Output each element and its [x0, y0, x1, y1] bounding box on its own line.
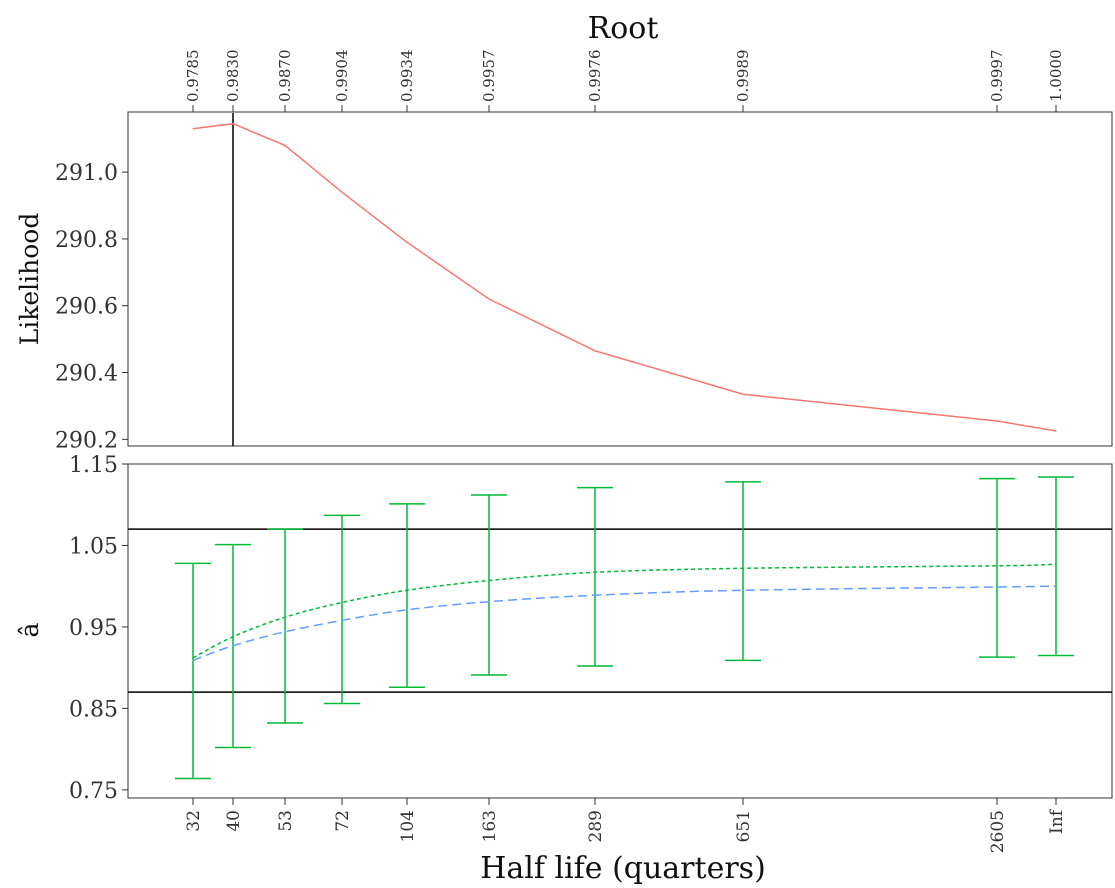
likelihood-point — [341, 191, 343, 193]
half-life-tick-label: 163 — [480, 810, 500, 842]
half-life-tick-label: 651 — [734, 810, 754, 842]
root-tick-label: 0.9976 — [586, 50, 604, 103]
a-hat-point — [284, 631, 286, 633]
a-hat-point — [742, 567, 744, 569]
top-axis-title: Root — [588, 11, 659, 46]
likelihood-series-line — [192, 122, 1057, 432]
a-hat-point — [192, 657, 194, 659]
root-tick-label: 0.9830 — [224, 50, 242, 103]
a-hat-y-tick-label: 1.05 — [69, 534, 118, 559]
a-hat-y-tick-label: 1.15 — [69, 453, 118, 478]
likelihood-y-tick-label: 290.8 — [55, 228, 118, 253]
a-hat-point — [1055, 563, 1057, 565]
a-hat-dashed-series-line — [192, 585, 1057, 662]
a-hat-point — [742, 589, 744, 591]
a-hat-point — [594, 594, 596, 596]
likelihood-y-tick-label: 290.6 — [55, 295, 118, 320]
half-life-tick-label: 32 — [184, 810, 204, 832]
half-life-tick-label: 72 — [333, 810, 353, 832]
likelihood-point — [1055, 430, 1057, 432]
root-tick-label: 0.9904 — [333, 50, 351, 103]
a-hat-point — [341, 619, 343, 622]
root-tick-label: 0.9934 — [398, 50, 416, 103]
a-hat-point — [284, 616, 286, 618]
half-life-tick-label: 53 — [276, 810, 296, 832]
likelihood-point — [996, 420, 998, 422]
likelihood-y-axis-title: Likelihood — [15, 213, 44, 346]
half-life-tick-label: 104 — [398, 810, 418, 842]
likelihood-panel — [127, 111, 1113, 447]
a-hat-point — [996, 586, 998, 588]
root-tick-label: 0.9785 — [184, 50, 202, 103]
x-axis-title: Half life (quarters) — [480, 851, 766, 886]
a-hat-panel — [127, 463, 1113, 799]
a-hat-y-tick-label: 0.85 — [69, 697, 118, 722]
likelihood-point — [192, 128, 194, 130]
likelihood-point — [232, 123, 234, 125]
root-tick-label: 0.9989 — [734, 50, 752, 103]
likelihood-point — [594, 350, 596, 352]
likelihood-point — [406, 241, 408, 243]
half-life-tick-label: 40 — [224, 810, 244, 832]
likelihood-point — [284, 144, 286, 146]
root-tick-label: 0.9997 — [988, 50, 1006, 103]
root-tick-label: 0.9870 — [276, 50, 294, 103]
a-hat-y-axis-title: â — [15, 622, 44, 637]
a-hat-y-tick-label: 0.95 — [69, 616, 118, 641]
root-tick-label: 1.0000 — [1047, 50, 1065, 103]
likelihood-y-tick-label: 291.0 — [55, 161, 118, 186]
likelihood-y-tick-label: 290.4 — [55, 362, 118, 387]
half-life-tick-label: 289 — [586, 810, 606, 842]
a-hat-point — [232, 645, 234, 647]
likelihood-point — [742, 393, 744, 395]
half-life-tick-label: 2605 — [988, 810, 1008, 853]
a-hat-point — [192, 659, 194, 661]
likelihood-point — [488, 298, 490, 300]
a-hat-point — [1055, 585, 1057, 587]
a-hat-y-tick-label: 0.75 — [69, 779, 118, 804]
half-life-tick-label: Inf — [1047, 808, 1067, 834]
a-hat-point — [406, 589, 408, 591]
a-hat-dotted-series-line — [192, 563, 1057, 659]
a-hat-point — [406, 609, 408, 611]
root-tick-label: 0.9957 — [480, 50, 498, 103]
likelihood-y-tick-label: 290.2 — [55, 428, 118, 453]
a-hat-point — [488, 601, 490, 603]
a-hat-point — [996, 565, 998, 567]
a-hat-point — [341, 601, 343, 604]
a-hat-point — [488, 579, 490, 582]
a-hat-point — [232, 636, 234, 638]
a-hat-point — [594, 571, 596, 573]
